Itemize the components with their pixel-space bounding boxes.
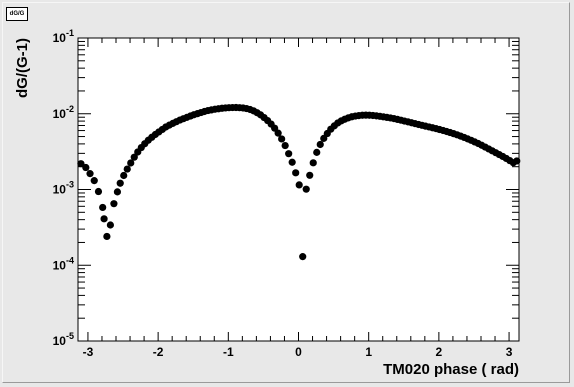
axis-ticks — [78, 37, 519, 342]
data-point — [278, 135, 286, 143]
data-point — [316, 140, 324, 149]
y-tick-label: 10-2 — [53, 104, 74, 121]
y-tick-label: 10-3 — [53, 180, 74, 197]
data-point — [100, 215, 108, 223]
y-tick-base: 10 — [53, 334, 67, 348]
data-point — [127, 159, 135, 167]
y-tick-label: 10-1 — [53, 28, 74, 45]
data-point — [123, 165, 131, 173]
plot-title-box: dG/G — [6, 7, 28, 21]
data-points — [77, 103, 521, 261]
data-point — [288, 158, 296, 166]
y-tick-exponent: -4 — [66, 255, 74, 265]
y-tick-exponent: -2 — [66, 104, 74, 114]
data-point — [106, 221, 114, 229]
data-point — [295, 181, 303, 189]
y-tick-base: 10 — [53, 107, 67, 121]
y-tick-labels: 10-510-410-310-210-1 — [53, 28, 74, 348]
data-point — [82, 163, 90, 172]
y-tick-base: 10 — [53, 183, 67, 197]
y-axis-label: dG/(G-1) — [14, 38, 31, 98]
canvas-frame — [2, 2, 570, 383]
data-point — [302, 185, 310, 193]
y-tick-base: 10 — [53, 258, 67, 272]
y-tick-exponent: -3 — [66, 180, 74, 190]
x-tick-label: -2 — [153, 345, 164, 359]
y-tick-label: 10-5 — [53, 331, 74, 348]
y-tick-base: 10 — [53, 31, 67, 45]
data-point — [309, 159, 317, 167]
x-axis-label: TM020 phase ( rad) — [383, 361, 519, 378]
data-point — [120, 171, 128, 180]
data-point — [292, 169, 300, 177]
data-point — [103, 232, 111, 241]
data-point — [281, 141, 289, 150]
x-tick-labels: -3 -2 -1 0 1 2 3 — [83, 345, 513, 359]
x-tick-label: 1 — [365, 345, 372, 359]
data-point — [274, 129, 282, 137]
x-tick-label: 2 — [436, 345, 443, 359]
data-point — [90, 177, 98, 185]
y-tick-exponent: -5 — [66, 331, 74, 341]
data-point — [116, 179, 124, 187]
data-point — [94, 187, 103, 196]
x-tick-label: 3 — [506, 345, 513, 359]
data-point — [313, 148, 321, 156]
data-point — [299, 253, 307, 261]
data-point — [77, 160, 85, 168]
data-point — [130, 153, 138, 161]
data-point — [306, 171, 314, 179]
x-tick-label: -3 — [83, 345, 94, 359]
data-point — [513, 157, 521, 165]
data-point — [110, 200, 118, 208]
y-tick-exponent: -1 — [66, 28, 74, 38]
data-point — [86, 170, 94, 178]
plot-area — [77, 37, 520, 342]
x-tick-label: 0 — [295, 345, 302, 359]
data-point — [285, 150, 293, 158]
data-point — [99, 203, 107, 212]
x-tick-label: -1 — [223, 345, 234, 359]
data-point — [113, 188, 122, 196]
y-tick-label: 10-4 — [53, 255, 74, 272]
